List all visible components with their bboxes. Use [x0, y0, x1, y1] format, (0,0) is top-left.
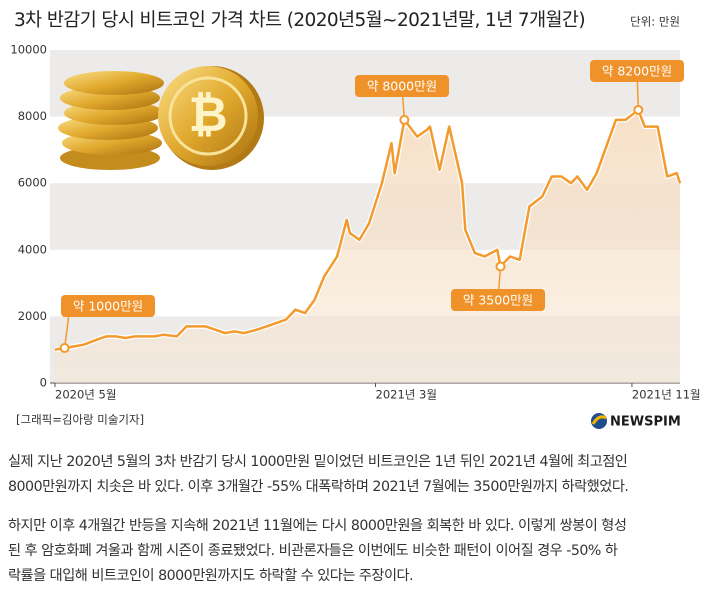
callout-box: [355, 75, 449, 97]
y-tick-label: 10000: [10, 43, 47, 57]
article-line: 락률을 대입해 비트코인이 8000만원까지도 하락할 수 있다는 주장이다.: [8, 568, 414, 584]
x-tick-label: 2020년 5월: [55, 388, 116, 402]
coin-illustration: ₿: [58, 66, 264, 170]
logo-swoosh: [591, 415, 607, 425]
article-line: 실제 지난 2020년 5월의 3차 반감기 당시 1000만원 밑이었던 비트…: [8, 454, 628, 470]
annotation: 약 3500만원: [463, 293, 533, 308]
chart-title: 3차 반감기 당시 비트코인 가격 차트 (2020년5월~2021년말, 1년…: [14, 10, 585, 31]
x-tick-label: 2021년 11월: [632, 388, 701, 402]
y-tick-label: 8000: [18, 109, 47, 123]
article-line: 하지만 이후 4개월간 반등을 지속해 2021년 11월에는 다시 8000만…: [8, 518, 627, 534]
area: [55, 109, 680, 384]
x-tick-label: 2021년 3월: [376, 388, 437, 402]
y-tick-label: 4000: [18, 242, 47, 256]
credit: [그래픽=김아랑 미술기자]: [16, 413, 144, 427]
y-tick-label: 2000: [18, 309, 47, 323]
article-line: 된 후 암호화폐 겨울과 함께 시즌이 종료됐었다. 비관론자들은 이번에도 비…: [8, 543, 618, 559]
line: [54, 108, 682, 351]
chart: ₿ 3차 반감기 당시 비트코인 가격 차트 (2020년5월~2021년말, …: [10, 10, 701, 430]
point-marker: [399, 114, 410, 125]
point-marker: [59, 343, 70, 354]
annotation: 약 8000만원: [367, 79, 437, 94]
article-line: 8000만원까지 치솟은 바 있다. 이후 3개월간 -55% 대폭락하며 20…: [8, 479, 629, 495]
svg-text:₿: ₿: [188, 87, 227, 143]
y-tick-label: 6000: [18, 176, 47, 190]
callout-box: [61, 295, 155, 317]
callout-box: [451, 289, 545, 311]
point-marker: [633, 104, 644, 115]
y-tick-label: 0: [40, 376, 47, 390]
point-marker: [495, 261, 506, 272]
annotation: 약 8200만원: [602, 64, 672, 79]
annotation: 약 1000만원: [73, 299, 143, 314]
callout-box: [590, 60, 684, 82]
logo: NEWSPIM: [610, 415, 681, 430]
unit-label: 단위: 만원: [630, 15, 680, 29]
